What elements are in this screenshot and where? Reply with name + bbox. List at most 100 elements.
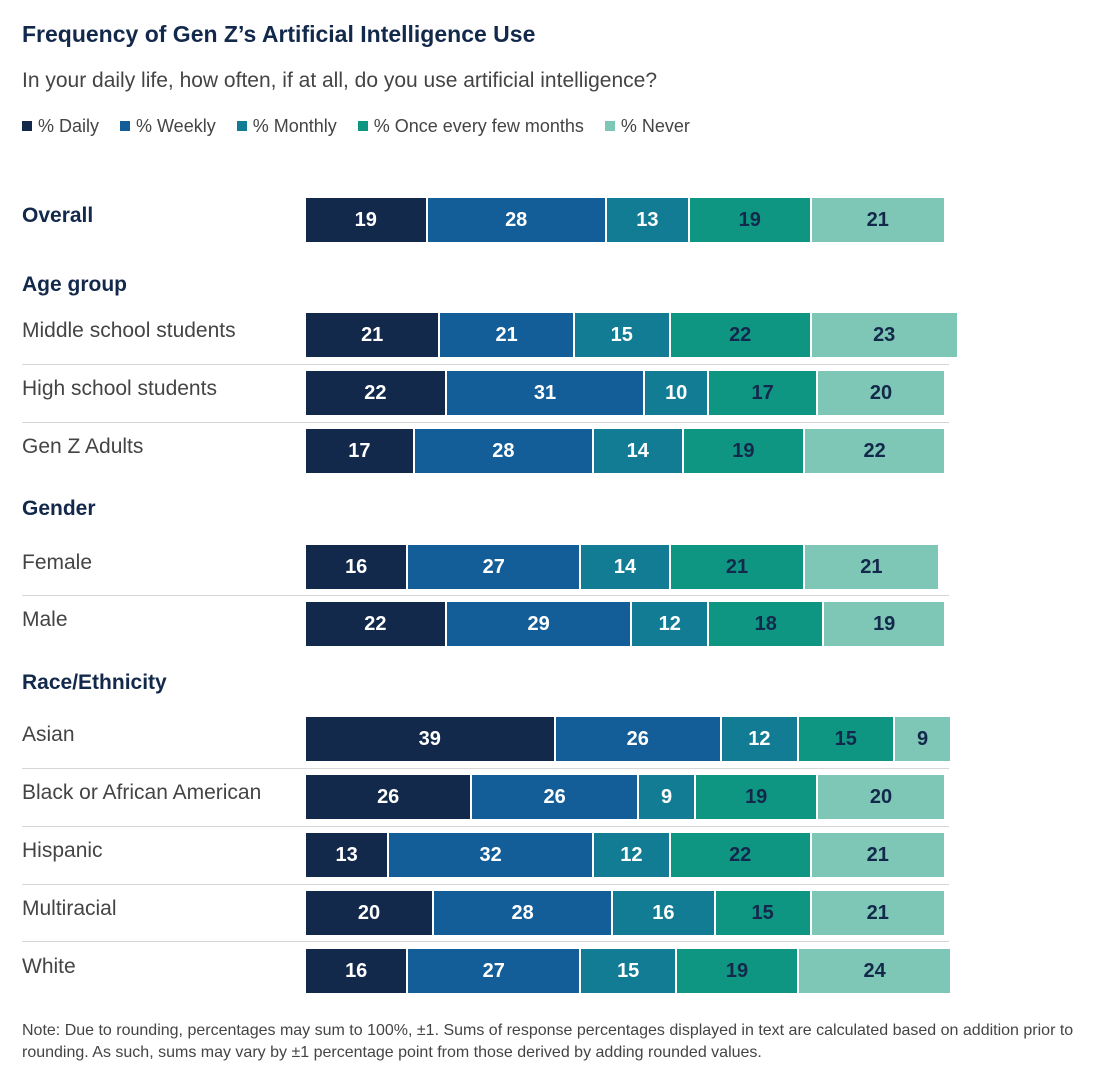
data-label: 21 (866, 901, 889, 924)
bar-segment-black-or-african-american-never: 20 (818, 775, 946, 819)
data-label: 17 (348, 439, 371, 462)
bar-segment-white-monthly: 15 (581, 949, 678, 993)
data-label: 13 (335, 843, 358, 866)
bar-segment-male-monthly: 12 (632, 602, 710, 646)
data-label: 9 (661, 785, 673, 808)
data-label: 26 (626, 727, 649, 750)
data-label: 39 (418, 727, 441, 750)
row-label-multiracial: Multiracial (22, 897, 117, 920)
bar-segment-male-daily: 22 (306, 602, 447, 646)
bar-segment-high-school-students-daily: 22 (306, 371, 447, 415)
legend-swatch (604, 121, 615, 131)
bar-segment-male-once-every-few-months: 18 (709, 602, 825, 646)
data-label: 21 (495, 323, 518, 346)
bar-segment-gen-z-adults-monthly: 14 (594, 429, 684, 473)
data-label: 16 (652, 901, 675, 924)
data-label: 21 (860, 555, 883, 578)
bar-segment-multiracial-never: 21 (811, 891, 946, 935)
bar-segment-asian-never: 9 (894, 717, 953, 761)
data-label: 21 (866, 208, 889, 231)
bar-segment-black-or-african-american-weekly: 26 (472, 775, 639, 819)
bar-segment-overall-daily: 19 (306, 198, 428, 242)
bar-segment-male-never: 19 (824, 602, 946, 646)
data-label: 12 (658, 612, 681, 635)
bar-segment-high-school-students-never: 20 (818, 371, 946, 415)
data-label: 20 (869, 381, 893, 404)
data-label: 15 (610, 323, 633, 346)
row-label-middle-school-students: Middle school students (22, 319, 236, 342)
legend-swatch (236, 121, 247, 131)
bar-segment-white-daily: 16 (306, 949, 409, 993)
legend-item-never: % Never (604, 115, 690, 137)
chart-title: Frequency of Gen Z’s Artificial Intellig… (22, 21, 536, 47)
legend-label: % Never (620, 115, 690, 136)
data-label: 21 (361, 323, 384, 346)
row-divider (22, 768, 949, 769)
bar-segment-high-school-students-monthly: 10 (645, 371, 710, 415)
legend-swatch (120, 121, 131, 131)
data-label: 12 (748, 727, 771, 750)
bar-segment-high-school-students-once-every-few-months: 17 (709, 371, 818, 415)
data-label: 21 (866, 843, 889, 866)
row-divider (22, 941, 949, 942)
row-label-asian: Asian (22, 723, 75, 746)
data-label: 19 (354, 208, 377, 231)
legend-label: % Monthly (252, 115, 337, 136)
bar-segment-middle-school-students-daily: 21 (306, 313, 441, 357)
bar-segment-multiracial-once-every-few-months: 15 (715, 891, 812, 935)
bar-segment-gen-z-adults-once-every-few-months: 19 (683, 429, 806, 473)
data-label: 21 (725, 555, 749, 578)
data-label: 14 (626, 439, 649, 462)
data-label: 14 (613, 555, 637, 578)
data-label: 19 (873, 612, 896, 635)
row-label-female: Female (22, 551, 93, 574)
data-label: 20 (869, 785, 893, 808)
bar-segment-gen-z-adults-daily: 17 (306, 429, 415, 473)
bar-segment-middle-school-students-monthly: 15 (574, 313, 671, 357)
chart-subtitle: In your daily life, how often, if at all… (22, 69, 658, 92)
legend-item-weekly: % Weekly (120, 116, 216, 137)
data-label: 29 (527, 612, 550, 635)
bar-segment-multiracial-daily: 20 (306, 891, 434, 935)
bar-segment-hispanic-monthly: 12 (594, 833, 671, 877)
data-label: 27 (482, 555, 505, 578)
bar-segment-female-once-every-few-months: 21 (670, 545, 806, 589)
row-label-high-school-students: High school students (22, 377, 217, 400)
data-label: 17 (751, 381, 774, 404)
data-label: 19 (745, 785, 768, 808)
data-label: 19 (738, 208, 761, 231)
legend-item-daily: % Daily (22, 116, 99, 137)
data-label: 20 (357, 901, 381, 924)
data-label: 22 (863, 439, 886, 462)
bar-segment-female-weekly: 27 (408, 545, 582, 589)
bar-segment-gen-z-adults-weekly: 28 (414, 429, 594, 473)
data-label: 26 (543, 785, 566, 808)
data-label: 27 (482, 959, 505, 982)
data-label: 15 (834, 727, 857, 750)
data-label: 19 (732, 439, 755, 462)
stacked-bar-chart: Overall 19 28 13 19 21 Age group Middle school … (22, 198, 959, 993)
bar-segment-asian-daily: 39 (306, 717, 556, 761)
bar-segment-white-never: 24 (798, 949, 953, 993)
legend-label: % Weekly (136, 115, 216, 136)
data-label: 22 (729, 323, 752, 346)
data-label: 22 (364, 612, 387, 635)
data-label: 16 (345, 555, 368, 578)
bar-segment-middle-school-students-once-every-few-months: 22 (670, 313, 812, 357)
bar-segment-male-weekly: 29 (446, 602, 633, 646)
data-label: 13 (636, 208, 659, 231)
bar-segment-white-once-every-few-months: 19 (677, 949, 799, 993)
row-divider (22, 826, 949, 827)
bar-segment-multiracial-weekly: 28 (434, 891, 614, 935)
data-label: 18 (754, 612, 777, 635)
bar-segment-asian-monthly: 12 (722, 717, 799, 761)
bar-segment-overall-once-every-few-months: 19 (690, 198, 812, 242)
legend-swatch (22, 121, 32, 131)
bar-segment-hispanic-never: 21 (811, 833, 946, 877)
bar-segment-asian-once-every-few-months: 15 (798, 717, 895, 761)
group-heading-age-group: Age group (22, 273, 127, 296)
bar-segment-high-school-students-weekly: 31 (446, 371, 646, 415)
legend-label: % Once every few months (373, 115, 584, 136)
bar-segment-white-weekly: 27 (408, 949, 582, 993)
bar-segment-black-or-african-american-once-every-few-months: 19 (696, 775, 818, 819)
